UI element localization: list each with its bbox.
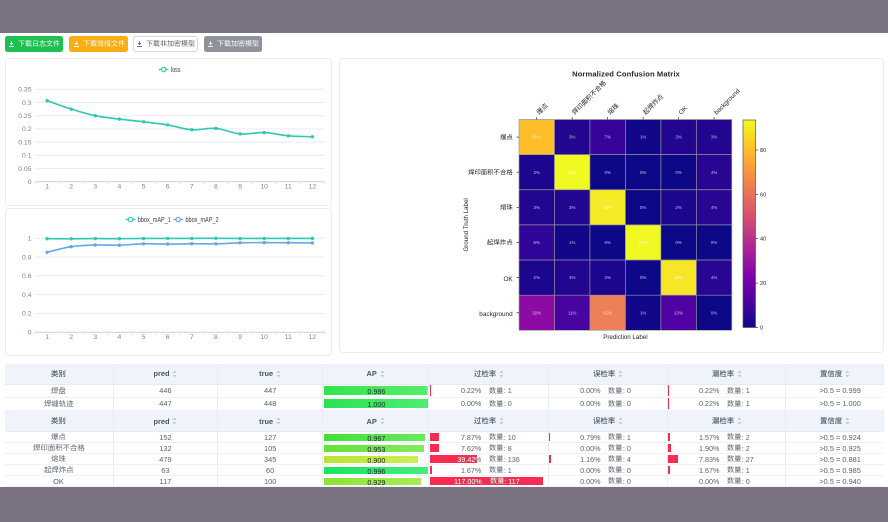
svg-text:3%: 3% <box>711 134 717 139</box>
svg-text:6: 6 <box>165 183 169 190</box>
svg-text:0.6: 0.6 <box>22 273 32 280</box>
svg-text:7: 7 <box>189 333 193 340</box>
svg-text:0.3: 0.3 <box>22 99 32 106</box>
svg-text:2: 2 <box>69 183 73 190</box>
svg-text:3%: 3% <box>533 204 539 209</box>
svg-text:4%: 4% <box>711 204 717 209</box>
svg-text:0: 0 <box>27 179 31 186</box>
svg-text:3%: 3% <box>569 204 575 209</box>
svg-text:Ground Truth Label: Ground Truth Label <box>463 198 470 251</box>
svg-text:2%: 2% <box>533 169 539 174</box>
svg-text:0.4: 0.4 <box>22 291 32 298</box>
svg-text:81%: 81% <box>532 134 541 139</box>
svg-text:1%: 1% <box>640 310 646 315</box>
svg-text:0%: 0% <box>675 240 681 245</box>
svg-text:6%: 6% <box>533 240 539 245</box>
svg-text:Normalized Confusion Matrix: Normalized Confusion Matrix <box>572 69 680 78</box>
svg-text:5: 5 <box>141 183 145 190</box>
svg-text:0.35: 0.35 <box>18 86 31 93</box>
svg-text:9: 9 <box>238 333 242 340</box>
svg-text:93%: 93% <box>567 169 576 174</box>
svg-text:0%: 0% <box>711 310 717 315</box>
svg-text:0%: 0% <box>640 275 646 280</box>
svg-text:0.2: 0.2 <box>22 310 32 317</box>
svg-text:40: 40 <box>760 236 766 242</box>
svg-text:2%: 2% <box>604 275 610 280</box>
svg-text:3: 3 <box>93 333 97 340</box>
svg-text:10: 10 <box>260 333 268 340</box>
svg-text:3%: 3% <box>569 134 575 139</box>
svg-text:6: 6 <box>165 333 169 340</box>
svg-text:1%: 1% <box>569 240 575 245</box>
svg-text:bbox_mAP_1: bbox_mAP_1 <box>137 215 170 224</box>
svg-text:0%: 0% <box>711 240 717 245</box>
svg-text:11: 11 <box>284 333 291 340</box>
svg-text:0%: 0% <box>640 204 646 209</box>
svg-text:90%: 90% <box>603 204 612 209</box>
svg-text:0.25: 0.25 <box>18 113 31 120</box>
svg-text:0.8: 0.8 <box>22 254 32 261</box>
svg-text:8: 8 <box>214 333 218 340</box>
svg-text:1: 1 <box>45 183 49 190</box>
svg-text:89%: 89% <box>674 275 683 280</box>
svg-text:Prediction Label: Prediction Label <box>603 333 647 340</box>
svg-text:3: 3 <box>93 183 97 190</box>
svg-text:4: 4 <box>117 183 121 190</box>
svg-text:4%: 4% <box>711 275 717 280</box>
svg-text:93%: 93% <box>638 240 647 245</box>
svg-text:3%: 3% <box>569 275 575 280</box>
svg-text:2: 2 <box>69 333 73 340</box>
svg-text:4%: 4% <box>711 169 717 174</box>
svg-text:9: 9 <box>238 183 242 190</box>
svg-text:4: 4 <box>117 333 121 340</box>
svg-text:20: 20 <box>760 281 766 287</box>
svg-text:8: 8 <box>214 183 218 190</box>
svg-text:1: 1 <box>45 333 49 340</box>
svg-text:80: 80 <box>760 148 766 154</box>
svg-text:5: 5 <box>141 333 145 340</box>
svg-text:12: 12 <box>308 333 316 340</box>
svg-text:61%: 61% <box>603 310 612 315</box>
svg-text:0: 0 <box>760 325 763 331</box>
svg-text:1: 1 <box>27 235 31 242</box>
svg-text:loss: loss <box>170 65 180 74</box>
svg-text:0%: 0% <box>604 240 610 245</box>
svg-text:0.1: 0.1 <box>22 152 32 159</box>
svg-text:1%: 1% <box>640 134 646 139</box>
svg-text:0: 0 <box>27 329 31 336</box>
svg-text:0.15: 0.15 <box>18 139 31 146</box>
svg-text:2%: 2% <box>533 275 539 280</box>
svg-text:32%: 32% <box>532 310 541 315</box>
svg-text:60: 60 <box>760 192 766 198</box>
svg-text:7: 7 <box>189 183 193 190</box>
svg-text:3%: 3% <box>675 134 681 139</box>
svg-text:7%: 7% <box>604 134 610 139</box>
svg-text:12: 12 <box>308 183 316 190</box>
svg-text:0%: 0% <box>604 169 610 174</box>
svg-text:bbox_mAP_2: bbox_mAP_2 <box>185 215 218 224</box>
svg-text:0%: 0% <box>675 169 681 174</box>
svg-text:13%: 13% <box>674 310 683 315</box>
svg-text:0%: 0% <box>640 169 646 174</box>
svg-text:0.05: 0.05 <box>18 165 31 172</box>
svg-text:11: 11 <box>284 183 291 190</box>
svg-text:0.2: 0.2 <box>22 126 32 133</box>
svg-text:10: 10 <box>260 183 268 190</box>
svg-text:2%: 2% <box>675 204 681 209</box>
svg-text:11%: 11% <box>568 310 577 315</box>
